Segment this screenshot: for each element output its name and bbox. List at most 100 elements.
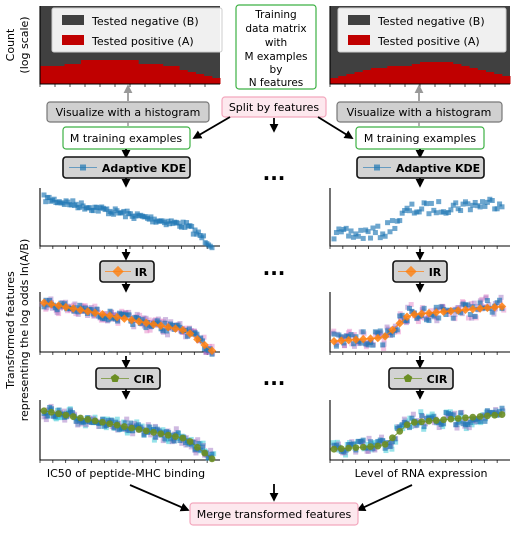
scatter-point xyxy=(341,340,347,346)
fit-marker xyxy=(329,336,339,346)
scatter-point xyxy=(94,306,100,312)
svg-text:Visualize with a histogram: Visualize with a histogram xyxy=(56,106,201,119)
kde-legend-marker-icon xyxy=(80,164,86,171)
fit-marker xyxy=(432,417,440,424)
fit-marker xyxy=(440,416,447,424)
scatter-point xyxy=(55,414,61,420)
scatter-point xyxy=(56,311,62,317)
scatter-point xyxy=(431,313,437,319)
scatter-point xyxy=(61,202,67,208)
positive-bar xyxy=(162,66,172,84)
scatter-point xyxy=(92,303,98,309)
scatter-point xyxy=(343,452,349,458)
scatter-point xyxy=(398,317,404,323)
scatter-point xyxy=(360,437,366,443)
scatter-point xyxy=(406,305,412,311)
scatter-point xyxy=(421,305,427,311)
scatter-point xyxy=(83,305,89,311)
scatter-point xyxy=(51,196,57,202)
positive-bar xyxy=(48,66,57,84)
scatter-point xyxy=(103,314,109,320)
scatter-point xyxy=(468,301,474,307)
positive-bar xyxy=(97,60,106,84)
legend-positive-swatch xyxy=(62,35,84,45)
matrix-line: data matrix xyxy=(245,23,306,35)
positive-bar xyxy=(40,66,49,84)
scatter-point xyxy=(104,206,110,212)
fit-marker xyxy=(498,411,506,418)
fit-marker xyxy=(381,440,389,448)
scatter-point xyxy=(343,225,349,231)
scatter-point xyxy=(406,208,412,214)
scatter-point xyxy=(401,416,407,422)
scatter-point xyxy=(148,432,154,438)
feature-label-left: IC50 of peptide-MHC binding xyxy=(47,467,205,480)
scatter-point xyxy=(194,331,200,337)
scatter-point xyxy=(75,309,81,315)
scatter-point xyxy=(162,320,168,326)
ir-box-right: IR xyxy=(392,260,448,283)
scatter-point xyxy=(122,420,128,426)
fit-marker xyxy=(352,444,360,452)
fit-marker xyxy=(490,302,499,312)
scatter-point xyxy=(467,311,473,317)
scatter-point xyxy=(198,335,204,341)
fit-marker xyxy=(366,334,375,343)
fit-marker xyxy=(200,340,209,350)
scatter-point xyxy=(463,426,469,432)
scatter-point xyxy=(497,409,503,415)
positive-bar xyxy=(420,62,429,84)
scatter-point xyxy=(193,450,199,456)
scatter-point xyxy=(65,199,71,205)
scatter-point xyxy=(184,333,190,339)
fit-marker xyxy=(106,420,114,428)
fit-marker xyxy=(172,433,179,441)
scatter-point xyxy=(377,328,383,334)
scatter-point xyxy=(469,315,475,321)
scatter-point xyxy=(175,430,181,436)
scatter-point xyxy=(348,332,354,338)
scatter-point xyxy=(335,339,341,345)
scatter-point xyxy=(347,328,353,334)
fit-marker xyxy=(483,412,491,420)
scatter-point xyxy=(489,198,495,204)
scatter-point xyxy=(394,327,400,333)
scatter-point xyxy=(477,204,483,210)
scatter-point xyxy=(82,423,88,429)
fit-marker xyxy=(395,319,404,328)
scatter-point xyxy=(69,409,75,415)
scatter-point xyxy=(167,221,173,227)
count-axis-scale-label: (log scale) xyxy=(18,16,31,73)
fit-marker xyxy=(193,443,201,451)
fit-marker xyxy=(344,335,353,345)
scatter-point xyxy=(44,305,50,311)
fit-marker xyxy=(475,304,485,313)
positive-bar xyxy=(485,72,495,84)
scatter-point xyxy=(389,332,395,338)
scatter-point xyxy=(426,211,432,217)
fit-marker xyxy=(418,418,426,426)
scatter-point xyxy=(110,311,116,317)
scatter-point xyxy=(130,322,136,328)
fit-marker xyxy=(142,427,150,435)
scatter-point xyxy=(358,340,364,346)
visualize-histogram-box-right: Visualize with a histogram xyxy=(336,101,503,123)
scatter-point xyxy=(177,324,183,330)
scatter-point xyxy=(168,218,174,224)
scatter-point xyxy=(122,214,128,220)
scatter-point xyxy=(111,425,117,431)
scatter-point xyxy=(450,412,456,418)
scatter-point xyxy=(195,437,201,443)
fit-marker xyxy=(90,308,100,318)
positive-bar xyxy=(64,64,74,84)
scatter-point xyxy=(111,211,117,217)
fit-marker xyxy=(468,304,478,314)
fit-marker xyxy=(388,325,397,335)
scatter-point xyxy=(471,300,477,306)
scatter-point xyxy=(450,315,456,321)
scatter-point xyxy=(350,234,356,240)
scatter-point xyxy=(452,311,458,317)
legend-positive-label: Tested positive (A) xyxy=(377,35,480,48)
fit-marker xyxy=(402,312,412,322)
